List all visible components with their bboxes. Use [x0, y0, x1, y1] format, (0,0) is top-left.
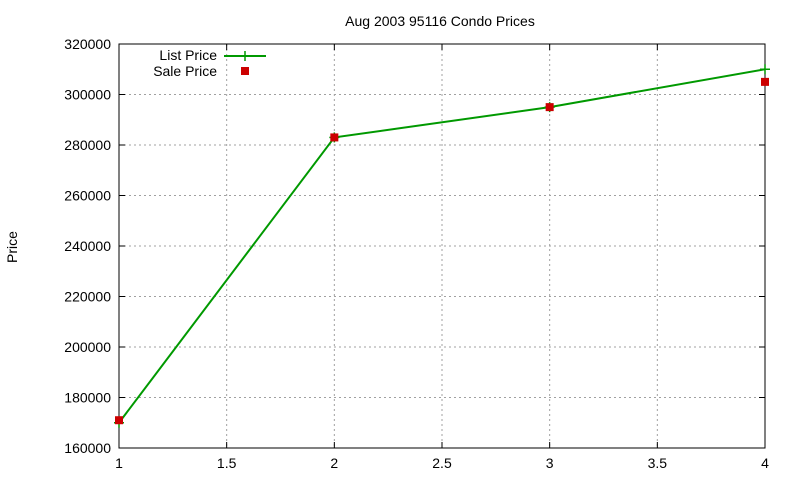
- y-tick-label: 300000: [64, 87, 111, 103]
- y-tick-label: 180000: [64, 390, 111, 406]
- x-tick-label: 1: [115, 455, 123, 471]
- grid: [119, 44, 765, 448]
- x-tick-label: 3: [546, 455, 554, 471]
- data-point-sale-price: [545, 103, 554, 112]
- legend-label-list-price: List Price: [159, 47, 217, 63]
- data-point-sale-price: [761, 77, 769, 86]
- x-tick-label: 2.5: [432, 455, 452, 471]
- y-tick-label: 280000: [64, 137, 111, 153]
- data-point-sale-price: [115, 416, 123, 425]
- legend-label-sale-price: Sale Price: [153, 63, 217, 79]
- x-tick-label: 2: [330, 455, 338, 471]
- x-tick-label: 1.5: [217, 455, 237, 471]
- legend-marker-sale-price: [241, 67, 249, 75]
- y-tick-label: 260000: [64, 188, 111, 204]
- y-tick-label: 160000: [64, 440, 111, 456]
- data-point-list-price: [760, 64, 770, 75]
- x-tick-label: 4: [761, 455, 769, 471]
- y-tick-label: 200000: [64, 339, 111, 355]
- series: [114, 64, 770, 428]
- chart-title: Aug 2003 95116 Condo Prices: [345, 13, 535, 29]
- y-tick-label: 240000: [64, 238, 111, 254]
- axes: 1 1.5 2 2.5 3 3.5 4 160000 180000 200000 220000 240…: [64, 36, 769, 471]
- y-axis-label: Price: [4, 231, 20, 263]
- y-tick-label: 320000: [64, 36, 111, 52]
- y-tick-label: 220000: [64, 289, 111, 305]
- legend: List Price Sale Price: [153, 47, 266, 79]
- x-tick-label: 3.5: [648, 455, 668, 471]
- series-line-list-price: [118, 68, 766, 424]
- data-point-sale-price: [330, 133, 339, 142]
- legend-marker-list-price: [240, 51, 250, 61]
